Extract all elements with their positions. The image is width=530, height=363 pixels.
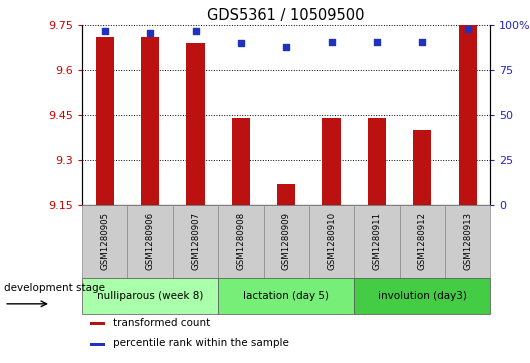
Point — [146, 30, 154, 36]
Bar — [187, 43, 205, 205]
Bar — [322, 118, 341, 205]
Point — [236, 40, 245, 46]
Text: GSM1280911: GSM1280911 — [373, 212, 382, 270]
Bar — [90, 322, 104, 325]
Bar — [141, 37, 159, 205]
FancyBboxPatch shape — [128, 205, 173, 278]
Text: GSM1280908: GSM1280908 — [236, 212, 245, 270]
Point — [463, 26, 472, 32]
Bar — [90, 343, 104, 346]
Bar — [368, 118, 386, 205]
Point — [373, 39, 381, 45]
Bar — [458, 25, 476, 205]
Point — [328, 39, 336, 45]
FancyBboxPatch shape — [445, 205, 490, 278]
Text: GSM1280912: GSM1280912 — [418, 212, 427, 270]
FancyBboxPatch shape — [354, 205, 400, 278]
FancyBboxPatch shape — [218, 205, 263, 278]
FancyBboxPatch shape — [354, 278, 490, 314]
Text: GSM1280913: GSM1280913 — [463, 212, 472, 270]
FancyBboxPatch shape — [82, 205, 128, 278]
Text: GSM1280906: GSM1280906 — [146, 212, 155, 270]
FancyBboxPatch shape — [263, 205, 309, 278]
Text: GSM1280907: GSM1280907 — [191, 212, 200, 270]
Bar — [277, 184, 295, 205]
Bar — [96, 37, 114, 205]
Text: nulliparous (week 8): nulliparous (week 8) — [97, 291, 204, 301]
FancyBboxPatch shape — [400, 205, 445, 278]
Point — [418, 39, 427, 45]
FancyBboxPatch shape — [173, 205, 218, 278]
Bar — [413, 130, 431, 205]
Text: GSM1280909: GSM1280909 — [282, 212, 290, 270]
Title: GDS5361 / 10509500: GDS5361 / 10509500 — [207, 8, 365, 23]
Point — [101, 28, 109, 34]
Text: GSM1280910: GSM1280910 — [327, 212, 336, 270]
FancyBboxPatch shape — [82, 278, 218, 314]
Bar — [232, 118, 250, 205]
Text: transformed count: transformed count — [113, 318, 210, 327]
Point — [191, 28, 200, 34]
Point — [282, 44, 290, 50]
Text: involution (day3): involution (day3) — [378, 291, 467, 301]
Text: development stage: development stage — [4, 283, 105, 293]
Text: percentile rank within the sample: percentile rank within the sample — [113, 338, 289, 348]
Text: lactation (day 5): lactation (day 5) — [243, 291, 329, 301]
Text: GSM1280905: GSM1280905 — [100, 212, 109, 270]
FancyBboxPatch shape — [309, 205, 354, 278]
FancyBboxPatch shape — [218, 278, 354, 314]
